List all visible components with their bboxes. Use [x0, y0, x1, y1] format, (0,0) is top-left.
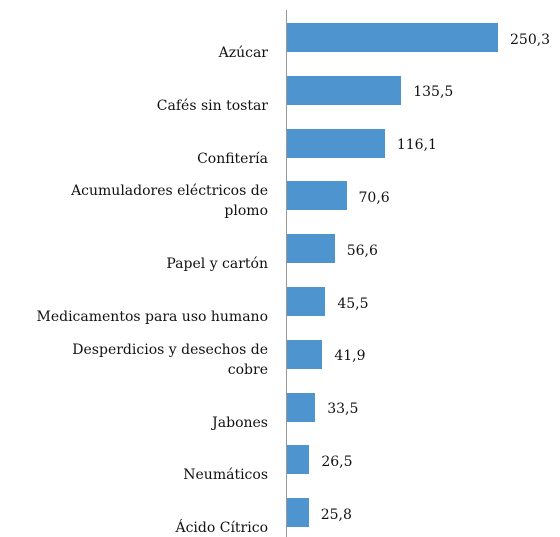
category-label: Medicamentos para uso humano: [36, 309, 269, 325]
category-label: Cafés sin tostar: [156, 97, 268, 114]
category-axis: [286, 10, 287, 537]
bar: [287, 181, 347, 211]
value-label: 116,1: [396, 137, 437, 154]
bar: [287, 234, 335, 264]
value-label: 33,5: [327, 401, 359, 418]
bar: [287, 128, 385, 158]
category-label: Acumuladores eléctricos de plomo: [71, 183, 268, 220]
value-label: 25,8: [320, 506, 352, 523]
bar: [287, 498, 309, 528]
bar: [287, 75, 402, 105]
category-label: Neumáticos: [183, 467, 268, 484]
value-label: 70,6: [358, 189, 390, 206]
bar: [287, 339, 323, 369]
category-label: Confitería: [197, 150, 268, 167]
bar: [287, 23, 498, 52]
category-label: Papel y cartón: [166, 256, 268, 273]
category-label: Azúcar: [218, 45, 268, 61]
category-label: Jabones: [212, 414, 268, 431]
category-label: Desperdicios y desechos de cobre: [72, 341, 268, 378]
bar: [287, 445, 310, 475]
value-label: 26,5: [321, 453, 353, 470]
value-label: 56,6: [346, 242, 378, 259]
value-label: 41,9: [334, 348, 366, 365]
value-label: 250,3: [510, 31, 551, 48]
category-label: Ácido Cítrico: [175, 520, 268, 537]
bar: [287, 392, 316, 422]
value-label: 45,5: [337, 295, 369, 312]
bar: [287, 287, 326, 316]
value-label: 135,5: [413, 84, 454, 101]
